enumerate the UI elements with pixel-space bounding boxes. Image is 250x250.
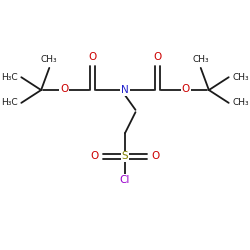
Text: N: N	[121, 85, 129, 95]
Text: Cl: Cl	[120, 175, 130, 185]
Text: CH₃: CH₃	[232, 73, 249, 82]
Text: S: S	[122, 152, 128, 162]
Text: O: O	[88, 52, 96, 62]
Text: H₃C: H₃C	[1, 73, 18, 82]
Text: O: O	[182, 84, 190, 94]
Text: CH₃: CH₃	[41, 54, 58, 64]
Text: O: O	[152, 152, 160, 162]
Text: O: O	[60, 84, 68, 94]
Text: CH₃: CH₃	[192, 54, 209, 64]
Text: H₃C: H₃C	[1, 98, 18, 107]
Text: O: O	[154, 52, 162, 62]
Text: CH₃: CH₃	[232, 98, 249, 107]
Text: O: O	[90, 152, 98, 162]
